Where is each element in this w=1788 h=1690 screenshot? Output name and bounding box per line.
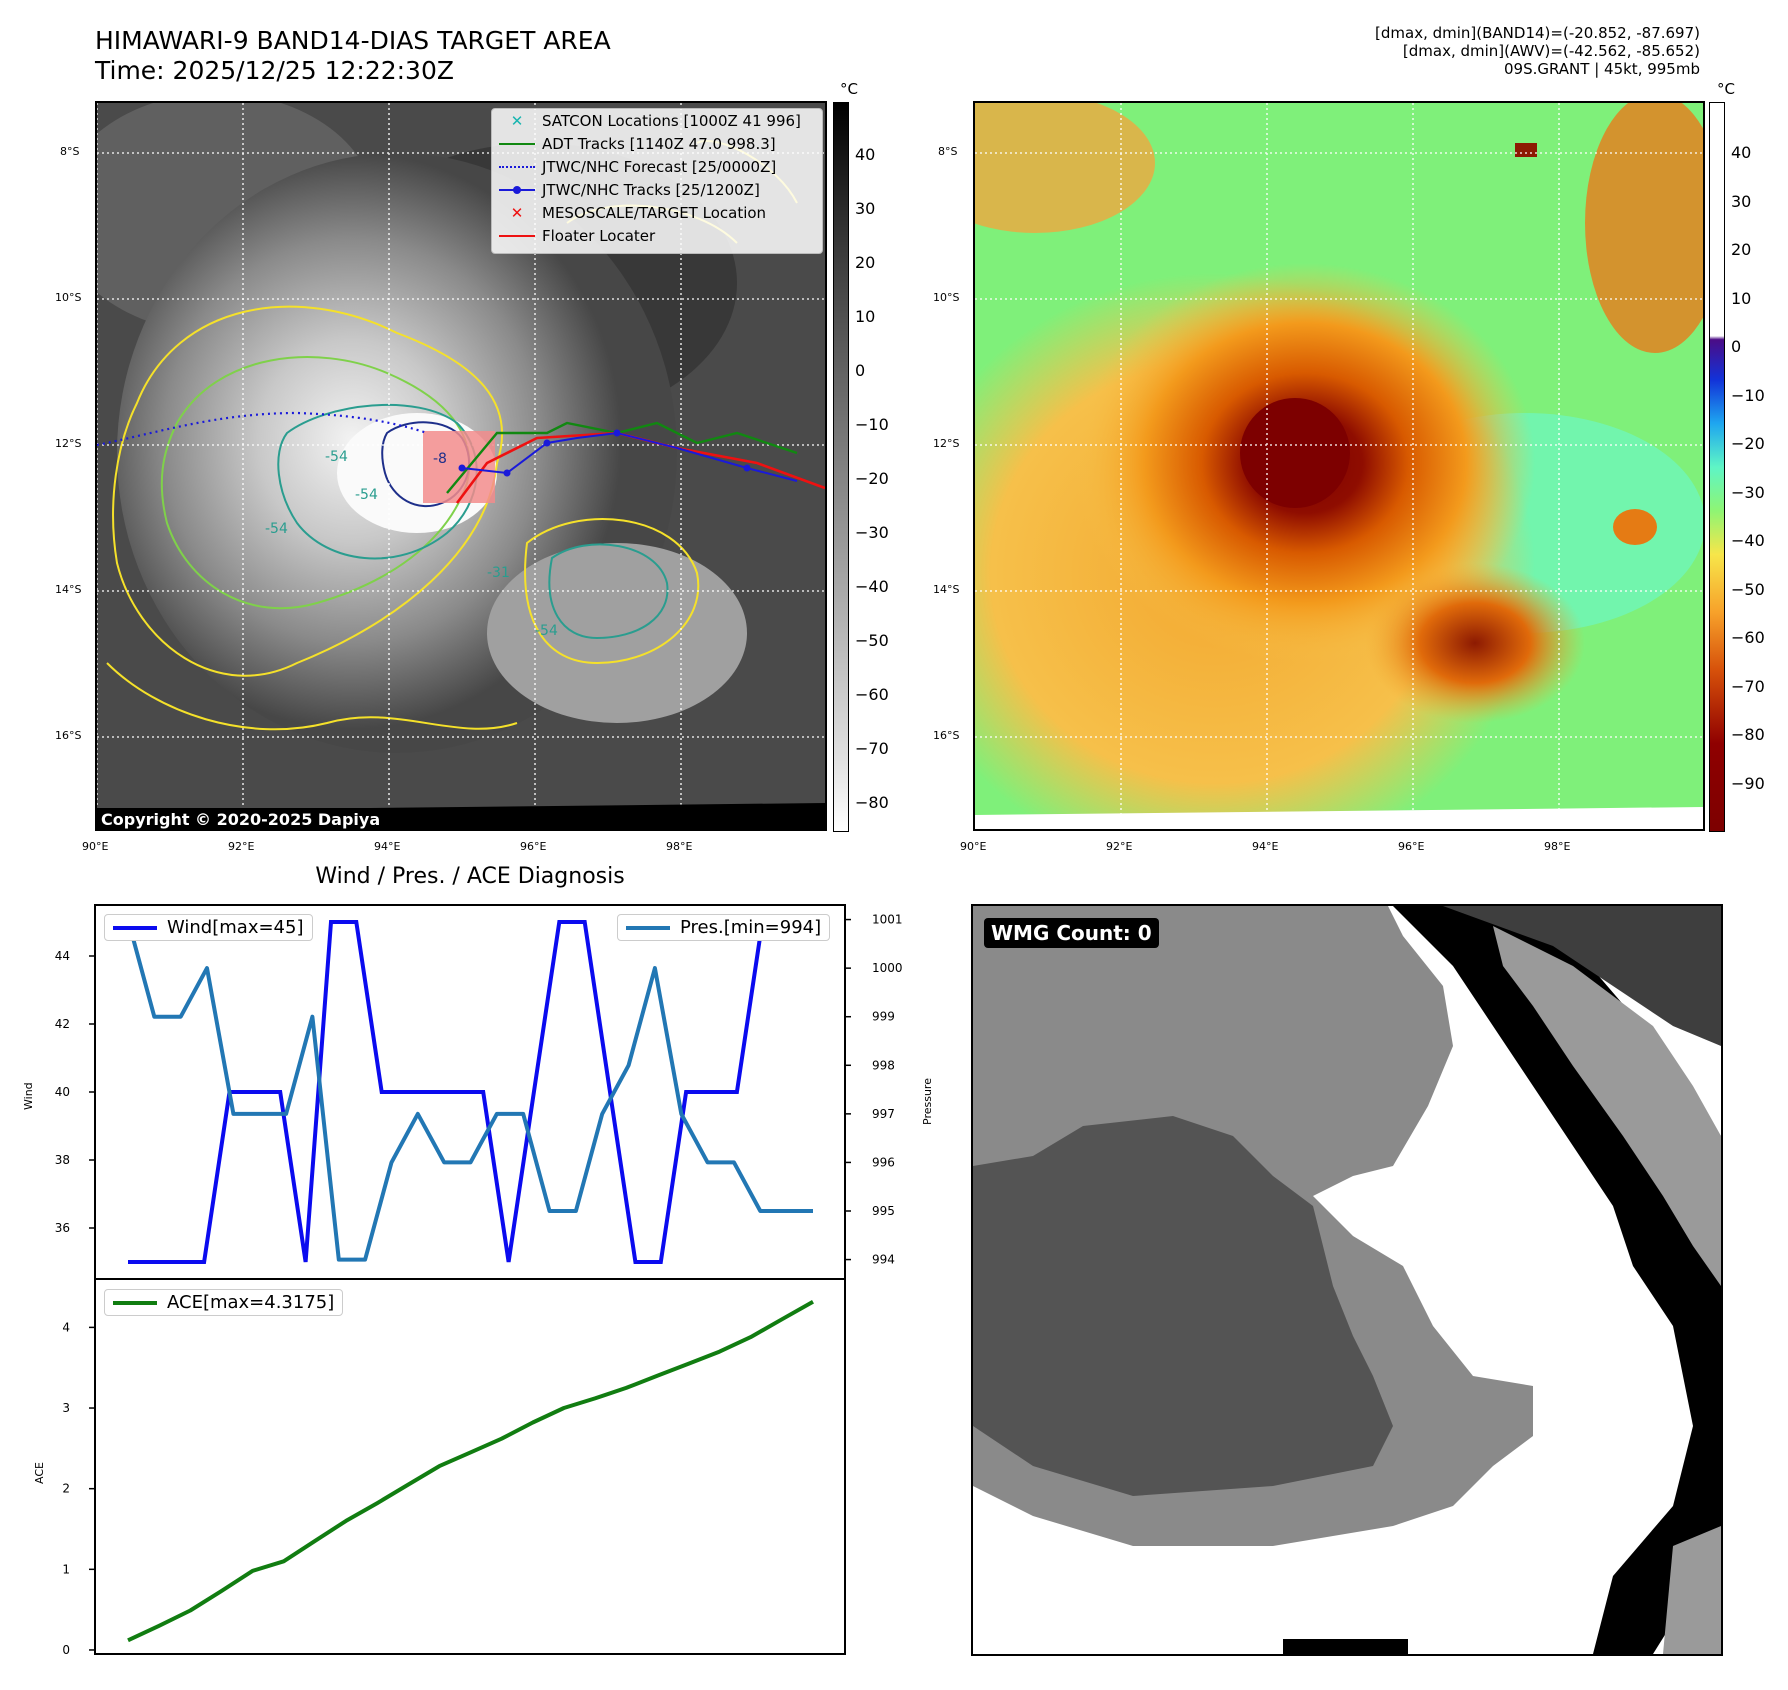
title-line-1: HIMAWARI-9 BAND14-DIAS TARGET AREA xyxy=(95,26,611,55)
axis-tick-label: 38 xyxy=(55,1153,70,1167)
lon-label: 96°E xyxy=(520,840,547,853)
legend-swatch xyxy=(626,925,670,930)
pressure-y-ticks: 994 995 996 997 998 999 1000 1001 xyxy=(845,913,903,1267)
ace-series-line xyxy=(127,1300,814,1643)
axis-tick-label: 995 xyxy=(872,1204,895,1218)
x-marker-icon: ✕ xyxy=(510,203,524,222)
line-dot-icon xyxy=(492,185,542,194)
pressure-series-line xyxy=(126,919,813,1262)
x-marker-icon: ✕ xyxy=(510,111,524,130)
contour-label: -54 xyxy=(265,521,288,537)
lat-label: 8°S xyxy=(60,145,80,158)
axis-tick-label: 3 xyxy=(62,1401,70,1415)
axis-tick-label: 999 xyxy=(872,1010,895,1024)
info-line-1: [dmax, dmin](BAND14)=(-20.852, -87.697) xyxy=(1375,24,1700,42)
axis-tick-label: 997 xyxy=(872,1107,895,1121)
line-icon xyxy=(492,234,542,237)
ace-legend: ACE[max=4.3175] xyxy=(104,1289,344,1316)
right-colorbar xyxy=(1709,102,1725,832)
wind-pressure-frame xyxy=(94,904,846,1280)
info-line-3: 09S.GRANT | 45kt, 995mb xyxy=(1503,60,1700,78)
left-colorbar xyxy=(833,102,849,832)
lat-label: 16°S xyxy=(55,729,82,742)
copyright-notice: Copyright © 2020-2025 Dapiya xyxy=(95,808,387,831)
axis-tick-label: 1 xyxy=(62,1562,70,1576)
lon-label: 98°E xyxy=(666,840,693,853)
lon-label: 96°E xyxy=(1398,840,1425,853)
axis-tick-label: 4 xyxy=(62,1320,70,1334)
legend-jtwc-tracks: JTWC/NHC Tracks [25/1200Z] xyxy=(492,178,822,201)
axis-tick-label: 40 xyxy=(55,1085,70,1099)
left-map-legend: ✕ SATCON Locations [1000Z 41 996] ADT Tr… xyxy=(491,108,823,254)
lat-label: 16°S xyxy=(933,729,960,742)
axis-tick-label: 44 xyxy=(55,949,70,963)
lon-label: 92°E xyxy=(228,840,255,853)
figure-title: HIMAWARI-9 BAND14-DIAS TARGET AREA Time:… xyxy=(95,26,611,86)
contour-label: -54 xyxy=(325,449,348,465)
dotted-line-icon xyxy=(492,165,542,168)
lat-label: 14°S xyxy=(55,583,82,596)
wind-series-line xyxy=(128,920,813,1264)
axis-tick-label: 994 xyxy=(872,1253,895,1267)
axis-tick-label: 996 xyxy=(872,1155,895,1169)
axis-tick-label: 36 xyxy=(55,1221,70,1235)
lat-label: 8°S xyxy=(938,145,958,158)
lon-label: 92°E xyxy=(1106,840,1133,853)
ace-y-ticks: 0 1 2 3 4 xyxy=(62,1320,95,1657)
legend-adt: ADT Tracks [1140Z 47.0 998.3] xyxy=(492,132,822,155)
lat-label: 14°S xyxy=(933,583,960,596)
lat-label: 10°S xyxy=(933,291,960,304)
ace-axis-label: ACE xyxy=(33,1462,46,1484)
storm-info: [dmax, dmin](BAND14)=(-20.852, -87.697) … xyxy=(1375,24,1700,78)
diagnosis-title: Wind / Pres. / ACE Diagnosis xyxy=(315,864,625,889)
wind-legend: Wind[max=45] xyxy=(104,914,313,941)
wmg-panel[interactable] xyxy=(971,904,1723,1656)
wmg-count-badge: WMG Count: 0 xyxy=(984,918,1159,948)
colorbar-unit: °C xyxy=(840,80,858,98)
lon-label: 90°E xyxy=(960,840,987,853)
axis-tick-label: 1001 xyxy=(872,913,903,927)
colorbar-unit: °C xyxy=(1717,80,1735,98)
lat-label: 12°S xyxy=(933,437,960,450)
contour-label: -31 xyxy=(487,565,510,581)
contour-label: -8 xyxy=(433,451,447,467)
contour-label: -54 xyxy=(535,623,558,639)
lat-label: 12°S xyxy=(55,437,82,450)
pressure-axis-label: Pressure xyxy=(921,1078,934,1125)
legend-mesoscale: ✕ MESOSCALE/TARGET Location xyxy=(492,201,822,224)
line-icon xyxy=(492,142,542,145)
ace-frame xyxy=(94,1278,846,1655)
lat-label: 10°S xyxy=(55,291,82,304)
axis-tick-label: 2 xyxy=(62,1482,70,1496)
wind-axis-label: Wind xyxy=(22,1082,35,1110)
axis-tick-label: 1000 xyxy=(872,961,903,975)
axis-tick-label: 998 xyxy=(872,1058,895,1072)
legend-satcon: ✕ SATCON Locations [1000Z 41 996] xyxy=(492,109,822,132)
lon-label: 94°E xyxy=(374,840,401,853)
legend-swatch xyxy=(113,925,157,930)
lon-label: 90°E xyxy=(82,840,109,853)
pressure-legend: Pres.[min=994] xyxy=(617,914,831,941)
axis-tick-label: 42 xyxy=(55,1017,70,1031)
legend-swatch xyxy=(113,1300,157,1305)
right-satellite-map[interactable] xyxy=(973,101,1705,831)
wind-y-ticks: 36 38 40 42 44 xyxy=(55,949,95,1235)
legend-floater: Floater Locater xyxy=(492,224,822,247)
title-line-2: Time: 2025/12/25 12:22:30Z xyxy=(95,56,454,85)
lon-label: 98°E xyxy=(1544,840,1571,853)
lon-label: 94°E xyxy=(1252,840,1279,853)
legend-jtwc-forecast: JTWC/NHC Forecast [25/0000Z] xyxy=(492,155,822,178)
axis-tick-label: 0 xyxy=(62,1643,70,1657)
contour-label: -54 xyxy=(355,487,378,503)
info-line-2: [dmax, dmin](AWV)=(-42.562, -85.652) xyxy=(1402,42,1700,60)
